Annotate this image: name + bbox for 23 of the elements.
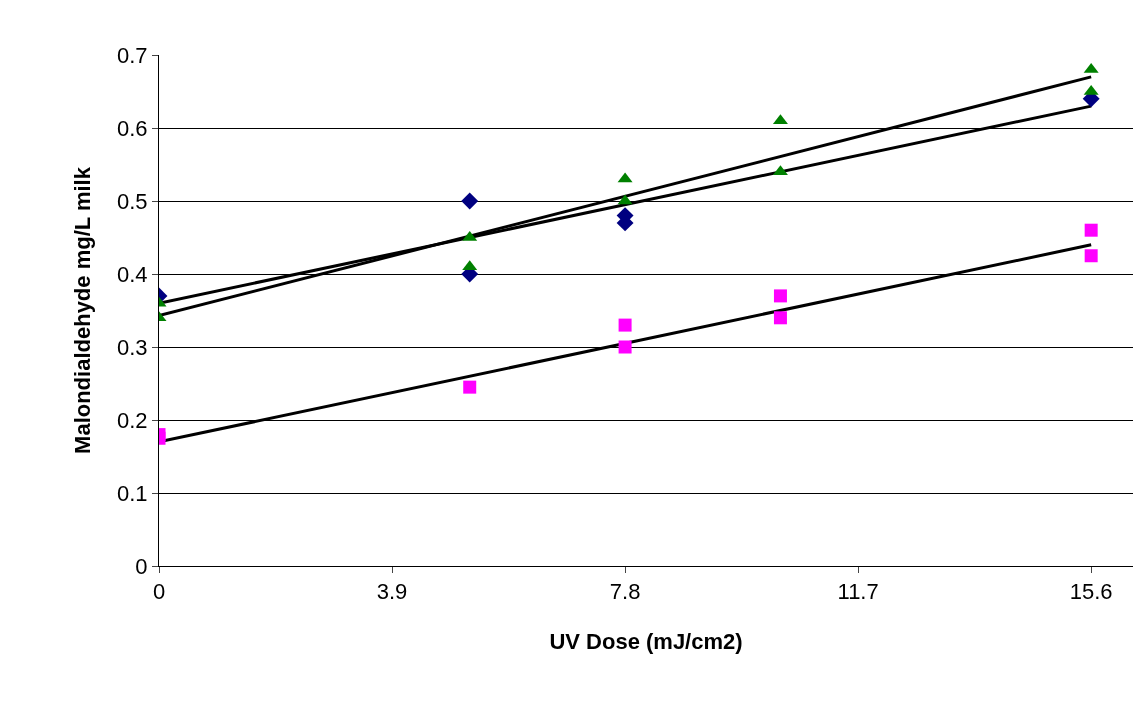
y-tick-label: 0.6	[117, 115, 148, 141]
y-axis-title: Malondialdehyde mg/L milk	[69, 166, 95, 454]
point	[618, 318, 632, 332]
x-tick-label: 0	[152, 579, 166, 605]
y-tick-label: 0.5	[117, 188, 148, 214]
point	[461, 192, 479, 210]
x-tick-label: 3.9	[376, 579, 408, 605]
y-tick-label: 0.4	[117, 261, 148, 287]
y-tick-label: 0.7	[117, 42, 148, 68]
point	[773, 289, 787, 303]
y-tick-label: 0.3	[117, 334, 148, 360]
x-tick-label: 7.8	[609, 579, 641, 605]
x-tick-label: 11.7	[837, 579, 879, 605]
point	[1084, 249, 1098, 263]
y-tick-label: 0.2	[117, 407, 148, 433]
point	[618, 340, 632, 354]
point	[463, 380, 477, 394]
point	[773, 311, 787, 325]
y-tick-label: 0	[135, 553, 148, 579]
x-tick-label: 15.6	[1069, 579, 1113, 605]
y-tick-label: 0.1	[117, 480, 148, 506]
x-axis-title: UV Dose (mJ/cm2)	[549, 629, 743, 655]
point	[1084, 223, 1098, 237]
